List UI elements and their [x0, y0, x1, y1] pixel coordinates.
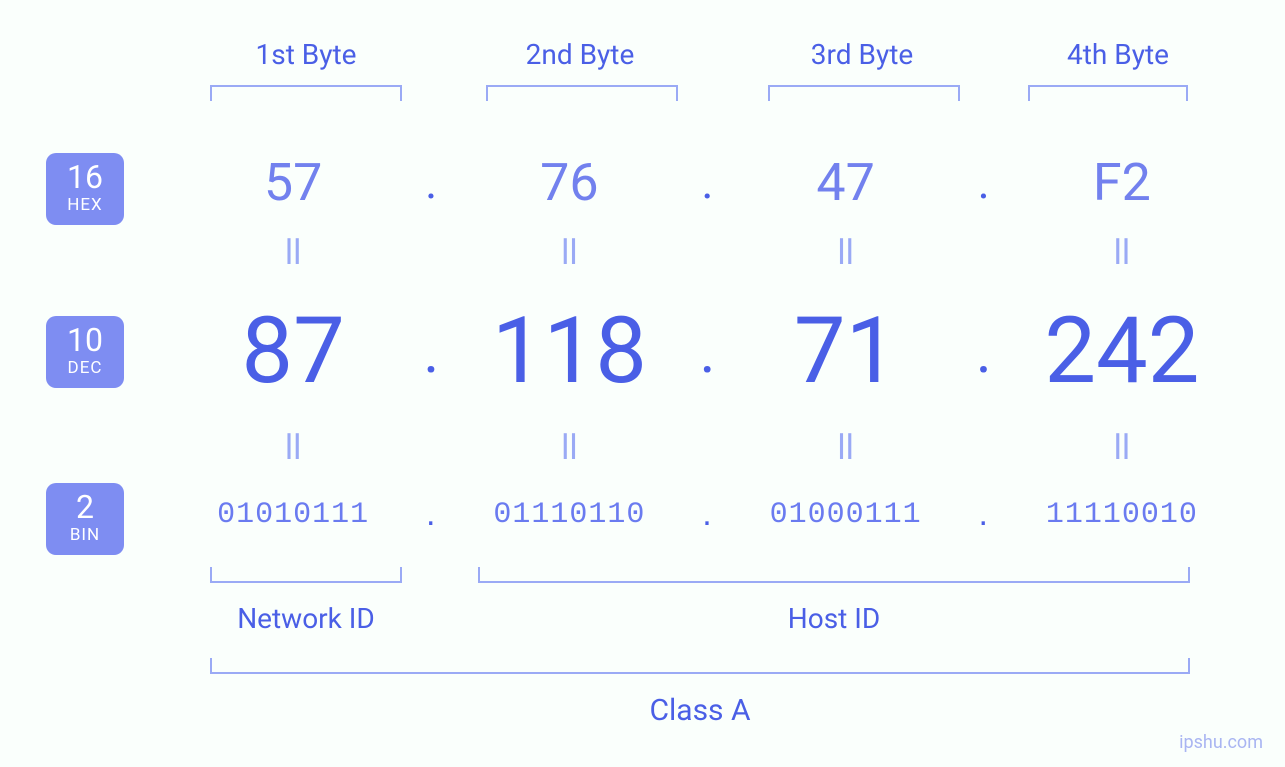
- dec-byte-3: 71: [723, 298, 969, 405]
- hex-row: 57 . 76 . 47 . F2: [170, 152, 1245, 213]
- byte-header-1: 1st Byte: [196, 38, 416, 71]
- base-badge-bin: 2 BIN: [46, 483, 124, 555]
- dec-byte-1: 87: [170, 298, 416, 405]
- base-badge-dec-label: DEC: [46, 358, 124, 378]
- equals-icon: ll: [446, 428, 692, 468]
- byte-header-3: 3rd Byte: [752, 38, 972, 71]
- host-id-bracket: [478, 567, 1190, 583]
- dec-dot-2: .: [693, 316, 723, 387]
- base-badge-bin-num: 2: [46, 491, 124, 523]
- equals-row-dec-bin: ll ll ll ll: [170, 428, 1245, 468]
- equals-icon: ll: [723, 428, 969, 468]
- equals-icon: ll: [170, 428, 416, 468]
- network-id-label: Network ID: [210, 602, 402, 635]
- class-bracket: [210, 658, 1190, 674]
- dec-row: 87 . 118 . 71 . 242: [170, 298, 1245, 405]
- bin-byte-3: 01000111: [723, 498, 969, 532]
- dec-dot-1: .: [416, 316, 446, 387]
- bin-dot-2: .: [693, 495, 723, 534]
- bin-byte-1: 01010111: [170, 498, 416, 532]
- hex-byte-1: 57: [170, 152, 416, 213]
- equals-icon: ll: [446, 233, 692, 273]
- byte-header-2: 2nd Byte: [470, 38, 690, 71]
- top-bracket-2: [486, 85, 678, 101]
- bin-byte-4: 11110010: [999, 498, 1245, 532]
- bin-byte-2: 01110110: [446, 498, 692, 532]
- top-bracket-4: [1028, 85, 1188, 101]
- bin-row: 01010111 . 01110110 . 01000111 . 1111001…: [170, 495, 1245, 534]
- bin-dot-3: .: [969, 495, 999, 534]
- base-badge-hex: 16 HEX: [46, 153, 124, 225]
- equals-row-hex-dec: ll ll ll ll: [170, 233, 1245, 273]
- host-id-label: Host ID: [478, 602, 1190, 635]
- base-badge-hex-num: 16: [46, 161, 124, 193]
- equals-icon: ll: [999, 233, 1245, 273]
- network-id-bracket: [210, 567, 402, 583]
- ip-diagram: 1st Byte 2nd Byte 3rd Byte 4th Byte 16 H…: [0, 0, 1285, 767]
- bin-dot-1: .: [416, 495, 446, 534]
- hex-dot-3: .: [969, 156, 999, 210]
- equals-icon: ll: [999, 428, 1245, 468]
- hex-dot-1: .: [416, 156, 446, 210]
- hex-byte-4: F2: [999, 152, 1245, 213]
- hex-dot-2: .: [693, 156, 723, 210]
- base-badge-bin-label: BIN: [46, 525, 124, 545]
- top-bracket-1: [210, 85, 402, 101]
- dec-byte-2: 118: [446, 298, 692, 405]
- watermark: ipshu.com: [1179, 732, 1263, 753]
- base-badge-dec: 10 DEC: [46, 316, 124, 388]
- equals-icon: ll: [723, 233, 969, 273]
- dec-dot-3: .: [969, 316, 999, 387]
- hex-byte-3: 47: [723, 152, 969, 213]
- base-badge-dec-num: 10: [46, 324, 124, 356]
- equals-icon: ll: [170, 233, 416, 273]
- base-badge-hex-label: HEX: [46, 195, 124, 215]
- class-label: Class A: [210, 693, 1190, 728]
- hex-byte-2: 76: [446, 152, 692, 213]
- top-bracket-3: [768, 85, 960, 101]
- dec-byte-4: 242: [999, 298, 1245, 405]
- byte-header-4: 4th Byte: [1008, 38, 1228, 71]
